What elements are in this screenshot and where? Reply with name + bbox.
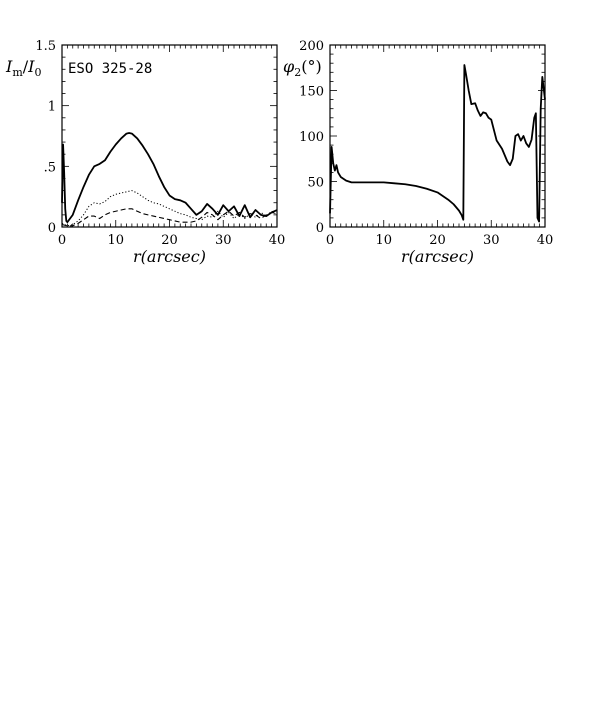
left-series-dashed xyxy=(61,208,278,227)
left-y-axis-label: Im/I0 xyxy=(5,57,41,79)
right-x-tick-label: 20 xyxy=(429,233,446,248)
right-y-tick-label: 50 xyxy=(307,176,324,191)
right-y-axis-label: φ2(°) xyxy=(283,57,322,79)
left-y-tick-label: .5 xyxy=(44,160,56,175)
right-y-tick-label: 0 xyxy=(316,221,324,236)
panel-phase: 0 10 20 30 40 0 50 100 150 200 r(arcsec) φ2(°) xyxy=(283,39,553,266)
right-x-tick-label: 10 xyxy=(375,233,392,248)
left-x-tick-label: 30 xyxy=(215,233,232,248)
right-x-tick-label: 40 xyxy=(537,233,554,248)
left-series-dotted xyxy=(61,190,278,227)
left-y-tick-label: 0 xyxy=(48,221,56,236)
left-x-tick-label: 20 xyxy=(161,233,178,248)
left-ticks xyxy=(61,44,278,228)
left-y-tick-label: 1 xyxy=(48,100,56,115)
right-y-tick-label: 200 xyxy=(299,39,324,54)
right-plot-frame xyxy=(329,44,546,228)
right-x-axis-label: r(arcsec) xyxy=(401,247,474,266)
right-ticks xyxy=(329,44,546,228)
right-tick-labels: 0 10 20 30 40 0 50 100 150 200 xyxy=(299,39,553,248)
right-y-tick-label: 150 xyxy=(299,85,324,100)
left-panel-label: ESO 325-28 xyxy=(68,61,152,77)
left-x-tick-label: 40 xyxy=(269,233,286,248)
left-y-tick-label: 1.5 xyxy=(35,39,56,54)
right-x-tick-label: 30 xyxy=(483,233,500,248)
left-series xyxy=(61,132,278,227)
left-tick-labels: 0 10 20 30 40 0 .5 1 1.5 xyxy=(35,39,285,248)
panel-intensity: 0 10 20 30 40 0 .5 1 1.5 ESO 325-28 r(arcsec) Im… xyxy=(5,39,285,266)
right-x-tick-label: 0 xyxy=(326,233,334,248)
left-x-axis-label: r(arcsec) xyxy=(133,247,206,266)
right-y-tick-label: 100 xyxy=(299,130,324,145)
left-x-tick-label: 0 xyxy=(58,233,66,248)
right-series xyxy=(329,64,546,223)
right-series-solid xyxy=(329,64,546,223)
left-series-solid xyxy=(61,132,278,224)
left-x-tick-label: 10 xyxy=(107,233,124,248)
